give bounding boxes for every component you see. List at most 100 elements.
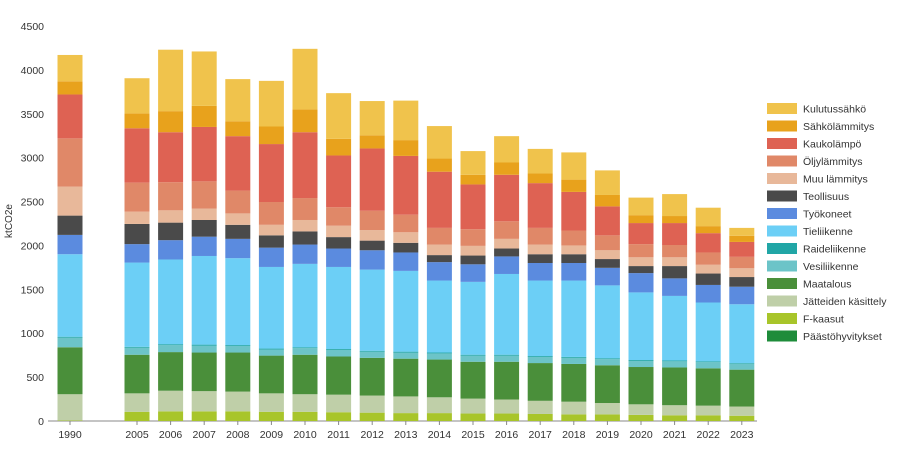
bar-segment-2013-5: [393, 352, 418, 353]
bar-segment-2006-8: [158, 223, 183, 241]
x-tick-label: 2011: [327, 429, 350, 441]
y-tick-label: 4500: [21, 21, 45, 33]
x-tick-label: 2013: [394, 429, 418, 441]
bar-segment-2007-4: [192, 346, 217, 353]
bar-segment-2008-4: [225, 346, 250, 353]
bar-segment-2007-5: [192, 345, 217, 346]
x-tick-label: 2010: [293, 429, 317, 441]
bar-segment-2015-6: [461, 282, 486, 355]
bar-segment-2009-6: [259, 267, 284, 349]
bar-segment-2016-3: [494, 362, 519, 400]
bar-segment-2020-7: [629, 273, 654, 292]
bar-segment-2007-12: [192, 106, 217, 127]
bar-segment-2021-6: [662, 296, 687, 361]
bar-segment-2023-6: [729, 304, 754, 363]
bar-segment-2008-7: [225, 239, 250, 258]
bar-segment-2018-5: [561, 357, 586, 358]
x-tick-label: 2012: [361, 429, 385, 441]
bar-segment-2020-2: [629, 404, 654, 415]
bar-segment-2013-3: [393, 359, 418, 397]
legend-swatch: [767, 226, 797, 237]
bar-segment-2015-9: [461, 246, 486, 256]
bar-segment-2010-3: [293, 355, 318, 395]
bar-segment-2018-9: [561, 245, 586, 254]
bar-segment-2014-7: [427, 262, 452, 280]
bar-segment-2015-7: [461, 264, 486, 282]
bar-segment-1990-11: [58, 94, 83, 138]
legend-label: Muu lämmitys: [803, 174, 868, 186]
legend: KulutussähköSähkölämmitysKaukolämpöÖljyl…: [767, 103, 887, 343]
x-tick-label: 2020: [629, 429, 653, 441]
bar-segment-2015-4: [461, 356, 486, 362]
bar-segment-2020-8: [629, 266, 654, 273]
bar-segment-2011-1: [326, 412, 351, 421]
x-tick-label: 2005: [125, 429, 149, 441]
legend-swatch: [767, 243, 797, 254]
bar-segment-2005-6: [125, 263, 150, 347]
bar-segment-2021-4: [662, 361, 687, 367]
bar-segment-2009-3: [259, 356, 284, 394]
bar-segment-2009-13: [259, 81, 284, 127]
legend-label: Vesiliikenne: [803, 261, 859, 273]
legend-swatch: [767, 138, 797, 149]
bar-segment-2023-8: [729, 277, 754, 287]
x-tick-label: 2022: [697, 429, 721, 441]
bar-segment-2020-3: [629, 367, 654, 404]
bar-segment-2016-11: [494, 175, 519, 222]
bar-segment-2020-5: [629, 360, 654, 361]
bar-segment-2017-7: [528, 263, 553, 281]
bar-segment-2010-13: [293, 49, 318, 110]
bar-segment-2014-1: [427, 413, 452, 421]
bar-segment-2021-3: [662, 367, 687, 405]
bar-segment-2012-3: [360, 358, 385, 396]
bar-segment-2005-2: [125, 393, 150, 411]
bar-segment-2005-7: [125, 244, 150, 262]
bar-segment-2005-11: [125, 128, 150, 182]
bar-segment-2007-10: [192, 181, 217, 208]
bar-segment-2021-10: [662, 245, 687, 257]
bar-segment-2011-9: [326, 226, 351, 237]
bar-segment-2017-9: [528, 245, 553, 255]
bar-segment-2008-8: [225, 225, 250, 239]
bar-segment-2013-12: [393, 140, 418, 156]
bar-segment-2011-4: [326, 350, 351, 357]
legend-swatch: [767, 191, 797, 202]
bar-segment-2023-2: [729, 407, 754, 416]
bar-segment-2018-12: [561, 180, 586, 192]
bar-segment-2015-1: [461, 414, 486, 421]
bar-segment-2020-10: [629, 244, 654, 257]
legend-swatch: [767, 156, 797, 167]
bar-segment-2023-11: [729, 242, 754, 257]
bar-segment-2016-10: [494, 221, 519, 239]
bar-segment-2015-13: [461, 151, 486, 175]
bar-segment-2006-9: [158, 210, 183, 222]
x-tick-label: 2019: [596, 429, 620, 441]
bar-segment-2017-8: [528, 254, 553, 263]
bar-segment-2009-9: [259, 225, 284, 236]
bar-segment-2018-1: [561, 414, 586, 421]
bar-segment-2017-11: [528, 183, 553, 228]
bar-segment-2008-6: [225, 258, 250, 345]
bar-segment-2012-11: [360, 148, 385, 210]
x-tick-label: 2009: [260, 429, 284, 441]
bar-segment-1990-8: [58, 216, 83, 235]
bar-segment-2022-7: [696, 285, 721, 303]
bar-segment-2014-9: [427, 245, 452, 256]
bar-segment-2019-9: [595, 250, 620, 259]
bar-segment-2010-12: [293, 109, 318, 132]
bars-layer: [58, 49, 755, 421]
bar-segment-2009-10: [259, 202, 284, 225]
bar-segment-2013-4: [393, 353, 418, 359]
bar-segment-2009-7: [259, 248, 284, 267]
bar-segment-2021-1: [662, 415, 687, 421]
bar-segment-2014-2: [427, 397, 452, 413]
bar-segment-2016-9: [494, 239, 519, 249]
bar-segment-2020-12: [629, 215, 654, 223]
bar-segment-2013-10: [393, 215, 418, 233]
bar-segment-2022-3: [696, 368, 721, 405]
bar-segment-2018-11: [561, 192, 586, 231]
bar-segment-2008-3: [225, 353, 250, 392]
bar-segment-1990-10: [58, 138, 83, 186]
legend-label: Päästöhyvitykset: [803, 331, 882, 343]
bar-segment-2019-11: [595, 206, 620, 235]
